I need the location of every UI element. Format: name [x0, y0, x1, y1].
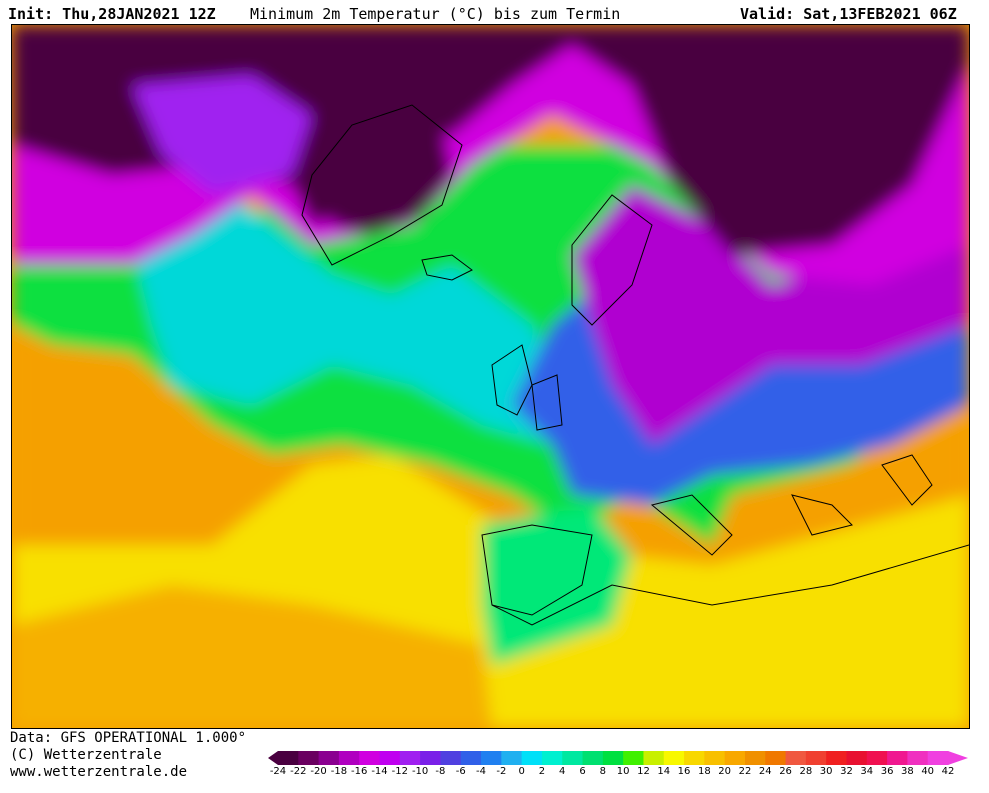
colorbar-swatch	[805, 751, 827, 765]
colorbar-tick-label: 4	[559, 766, 566, 777]
colorbar-tick-label: 12	[637, 766, 650, 777]
colorbar-tick-label: -14	[371, 766, 388, 777]
colorbar-tick-label: 36	[880, 766, 894, 777]
colorbar-swatch	[278, 751, 299, 765]
colorbar-tick-label: 28	[799, 766, 813, 777]
colorbar-swatch	[785, 751, 807, 765]
colorbar-swatch	[420, 751, 441, 765]
colorbar-swatch	[684, 751, 705, 765]
valid-time-label: Valid: Sat,13FEB2021 06Z	[740, 5, 957, 23]
temperature-field	[12, 25, 969, 728]
colorbar-swatch	[440, 751, 462, 765]
map-header: Init: Thu,28JAN2021 12Z Minimum 2m Tempe…	[0, 0, 989, 24]
website-label: www.wetterzentrale.de	[10, 764, 188, 780]
colorbar-tick-label: -24	[269, 766, 287, 777]
colorbar-swatch	[501, 751, 523, 765]
colorbar-swatch	[887, 751, 908, 765]
colorbar-swatch	[379, 751, 401, 765]
colorbar-tick-label: -4	[476, 766, 487, 777]
colorbar-swatch	[927, 751, 949, 765]
colorbar-swatch	[744, 751, 766, 765]
colorbar-tick-label: 40	[921, 766, 935, 777]
colorbar-tick-label: 20	[718, 766, 732, 777]
colorbar-min-arrow	[268, 751, 278, 765]
colorbar-swatch	[866, 751, 888, 765]
map-title: Minimum 2m Temperatur (°C) bis zum Termi…	[250, 5, 621, 23]
colorbar-swatch	[724, 751, 746, 765]
colorbar-swatch	[602, 751, 624, 765]
colorbar-swatch	[623, 751, 644, 765]
colorbar-swatch	[826, 751, 847, 765]
colorbar-tick-label: 22	[738, 766, 752, 777]
colorbar-tick-label: 2	[538, 766, 546, 777]
colorbar-tick-label: 30	[819, 766, 833, 777]
colorbar-tick-labels: -24 -22 -20 -18 -16 -14 -12 -10 -8 -6 -4 -2 0 2 4 6 8 10 1…	[268, 766, 973, 780]
colorbar-tick-label: 42	[941, 766, 955, 777]
colorbar-swatch	[907, 751, 929, 765]
init-time-label: Init: Thu,28JAN2021 12Z	[8, 5, 216, 23]
colorbar-tick-label: 32	[840, 766, 853, 777]
data-source-label: Data: GFS OPERATIONAL 1.000°	[10, 730, 247, 746]
colorbar-swatch	[704, 751, 726, 765]
colorbar-swatch	[318, 751, 340, 765]
colorbar-max-arrow	[948, 751, 968, 765]
colorbar-tick-label: -10	[411, 766, 429, 777]
coastlines	[301, 104, 969, 626]
colorbar-swatch	[460, 751, 482, 765]
colorbar-tick-label: 14	[657, 766, 671, 777]
colorbar-tick-label: 18	[697, 766, 711, 777]
colorbar-tick-label: 38	[901, 766, 914, 777]
temperature-map	[11, 24, 970, 729]
colorbar-tick-label: 0	[518, 766, 525, 777]
colorbar-swatch	[298, 751, 320, 765]
colorbar-swatch	[541, 751, 563, 765]
colorbar-tick-label: -2	[496, 766, 507, 777]
colorbar-swatch	[521, 751, 543, 765]
colorbar-tick-label: -18	[330, 766, 348, 777]
colorbar-tick-label: 16	[677, 766, 691, 777]
colorbar-swatches	[268, 751, 968, 765]
colorbar-tick-label: 8	[599, 766, 607, 777]
colorbar-tick-label: -12	[391, 766, 408, 777]
colorbar-swatch	[399, 751, 421, 765]
colorbar-swatch	[765, 751, 787, 765]
colorbar-tick-label: 34	[860, 766, 874, 777]
copyright-label: (C) Wetterzentrale	[10, 747, 162, 763]
colorbar-swatch	[663, 751, 685, 765]
colorbar-tick-label: -8	[435, 766, 446, 777]
colorbar-swatch	[359, 751, 381, 765]
colorbar-tick-label: -16	[351, 766, 368, 777]
colorbar-swatch	[643, 751, 665, 765]
colorbar-tick-label: -22	[290, 766, 307, 777]
colorbar-swatch	[582, 751, 604, 765]
colorbar-swatch	[481, 751, 502, 765]
footer-credits: Data: GFS OPERATIONAL 1.000° (C) Wetterz…	[10, 730, 246, 781]
colorbar-swatch	[562, 751, 584, 765]
colorbar-tick-label: 24	[758, 766, 772, 777]
color-legend: -24 -22 -20 -18 -16 -14 -12 -10 -8 -6 -4 -2 0 2 4 6 8 10 1…	[268, 750, 973, 790]
colorbar-swatch	[846, 751, 868, 765]
colorbar-swatch	[338, 751, 360, 765]
colorbar-tick-label: 26	[779, 766, 792, 777]
colorbar-tick-label: 6	[579, 766, 586, 777]
colorbar-tick-label: -6	[455, 766, 466, 777]
colorbar-tick-label: -20	[310, 766, 327, 777]
colorbar-tick-label: 10	[616, 766, 630, 777]
